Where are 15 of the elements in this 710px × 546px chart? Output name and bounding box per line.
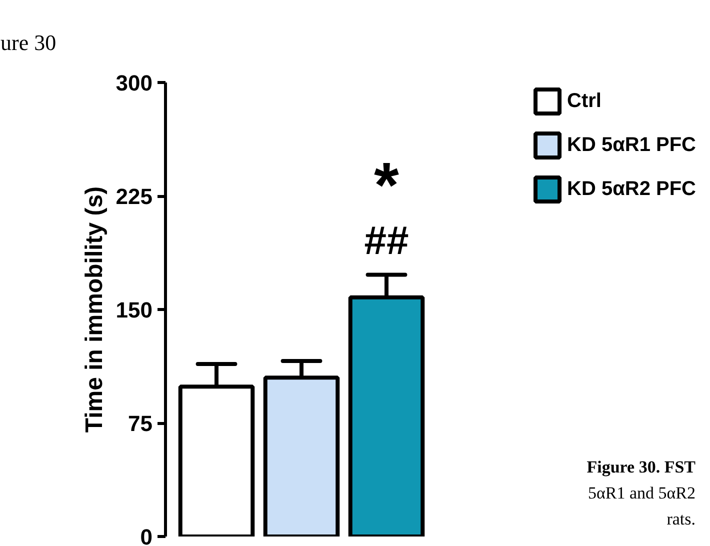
y-tick-label: 300 [116, 70, 153, 96]
annotation: ## [364, 219, 409, 264]
caption: Figure 30. FST [586, 458, 696, 476]
legend-label: Ctrl [567, 90, 602, 112]
y-tick-label: 150 [116, 298, 153, 322]
legend-label: KD 5αR1 PFC [567, 134, 696, 156]
y-tick-label: 0 [140, 524, 153, 546]
text: rats. [666, 510, 696, 528]
y-axis-title: Time in immobility (s) [80, 186, 108, 433]
legend-label: KD 5αR2 PFC [567, 178, 696, 200]
y-tick-label: 225 [116, 184, 153, 209]
text: 5αR1 and 5αR2 [588, 484, 696, 502]
text: ure 30 [0, 30, 56, 55]
annotation: * [374, 148, 400, 221]
y-tick-label: 75 [128, 411, 153, 436]
